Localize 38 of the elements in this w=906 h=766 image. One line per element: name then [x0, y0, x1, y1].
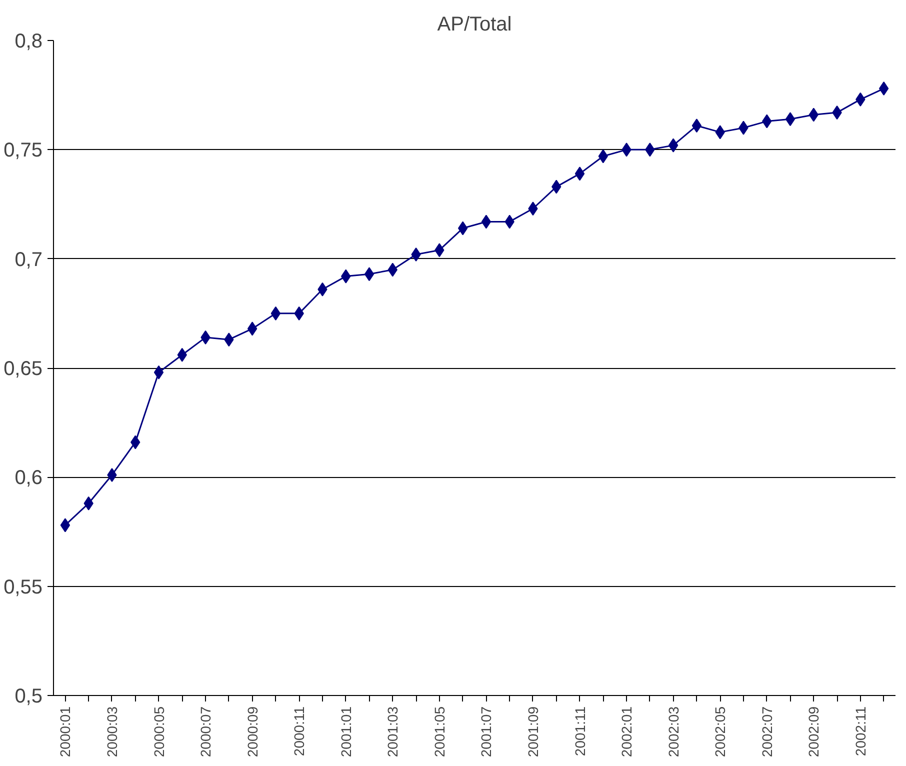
y-tick-label: 0,5 — [14, 686, 43, 708]
y-tick-label: 0,75 — [4, 140, 43, 162]
x-tick-label: 2000:03 — [104, 706, 120, 758]
point — [154, 365, 164, 380]
chart-title: AP/Total — [437, 14, 512, 36]
x-tick-label: 2002:07 — [758, 706, 775, 758]
point — [692, 118, 702, 133]
x-tick-label: 2000:09 — [244, 706, 260, 758]
point — [574, 166, 585, 181]
point — [458, 221, 468, 236]
x-tick-label: 2000:07 — [198, 706, 214, 758]
point — [481, 214, 492, 229]
point — [785, 112, 796, 126]
x-tick-label: 2000:01 — [57, 706, 74, 758]
y-tick-label: 0,55 — [4, 576, 43, 598]
x-tick-label: 2002:11 — [852, 706, 868, 756]
point — [364, 267, 374, 282]
point — [247, 322, 258, 336]
x-tick-label: 2001:11 — [572, 706, 588, 756]
x-tick-label: 2001:07 — [478, 706, 494, 758]
y-tick-label: 0,65 — [4, 358, 43, 380]
point — [878, 82, 889, 96]
x-tick-label: 2002:03 — [665, 706, 682, 758]
x-tick-label: 2002:01 — [618, 706, 635, 758]
x-tick-label: 2001:03 — [384, 706, 401, 758]
x-tick-label: 2001:09 — [524, 706, 541, 758]
point — [270, 306, 281, 320]
x-tick-label: 2001:05 — [431, 706, 448, 758]
x-tick-label: 2002:09 — [806, 706, 822, 758]
y-tick-label: 0,6 — [14, 467, 43, 490]
y-tick-label: 0,8 — [14, 30, 43, 52]
x-tick-label: 2000:11 — [291, 706, 308, 756]
point — [668, 138, 678, 152]
y-tick-label: 0,7 — [14, 248, 43, 271]
x-tick-label: 2001:01 — [338, 706, 354, 758]
x-tick-label: 2000:05 — [150, 706, 167, 758]
x-tick-label: 2002:05 — [712, 706, 728, 758]
point — [60, 518, 70, 532]
